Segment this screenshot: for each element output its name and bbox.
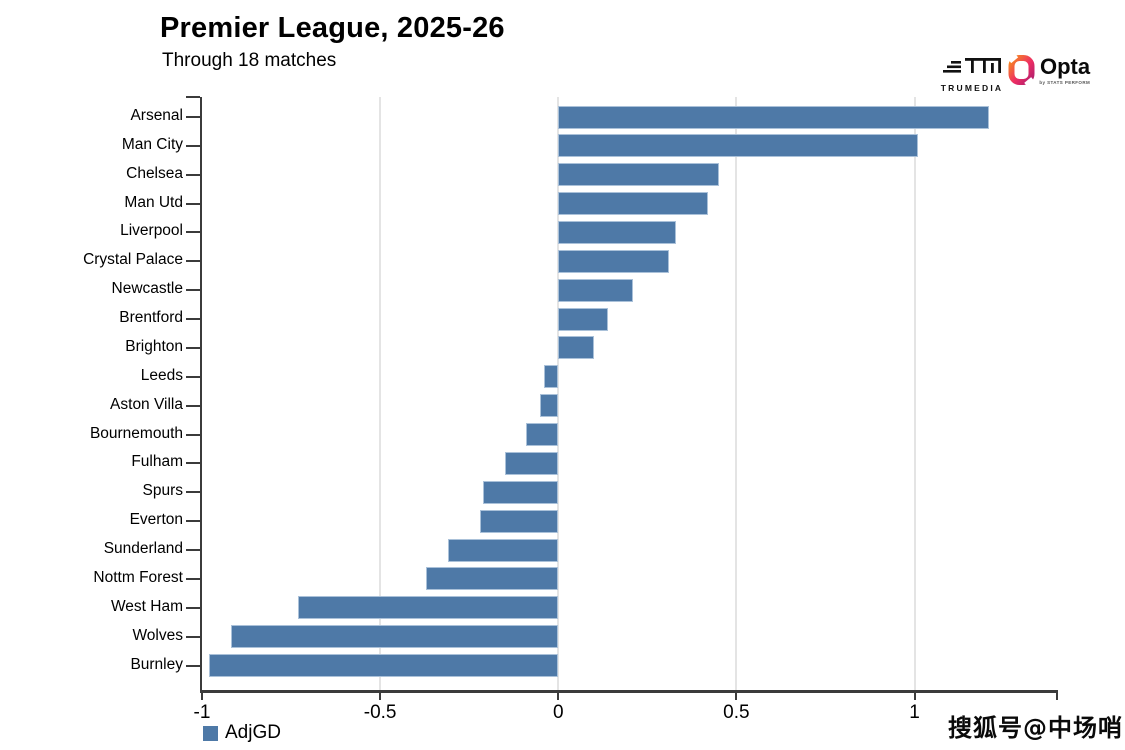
y-tick xyxy=(186,289,200,292)
y-axis-end-tick xyxy=(186,96,200,98)
y-tick xyxy=(186,346,200,349)
y-tick xyxy=(186,173,200,176)
y-axis-label: Liverpool xyxy=(120,222,183,240)
y-tick xyxy=(186,491,200,494)
bar xyxy=(230,625,559,649)
watermark: 搜狐号@中场哨 xyxy=(948,714,1123,742)
y-axis-label: Spurs xyxy=(142,482,184,500)
bar xyxy=(558,249,669,273)
y-axis-label: Arsenal xyxy=(130,107,183,124)
x-axis-tick-label: -0.5 xyxy=(363,702,397,723)
y-tick xyxy=(186,260,200,263)
y-tick xyxy=(186,433,200,436)
bar xyxy=(298,596,559,620)
y-tick xyxy=(186,202,200,205)
y-axis-label: Newcastle xyxy=(111,280,184,298)
opta-subtext: by STATS PERFORM xyxy=(1039,79,1091,85)
y-tick xyxy=(186,404,200,407)
y-axis-label: Nottm Forest xyxy=(93,568,183,586)
y-axis-label: Man City xyxy=(121,135,183,153)
y-axis-label: Aston Villa xyxy=(110,395,183,413)
y-axis-label: Everton xyxy=(129,511,183,529)
x-tick xyxy=(379,690,382,700)
y-tick xyxy=(186,318,200,321)
bar xyxy=(558,192,708,216)
y-tick xyxy=(186,462,200,465)
bar xyxy=(558,278,634,302)
gridline xyxy=(735,97,738,690)
x-tick xyxy=(735,690,738,700)
y-axis-label: West Ham xyxy=(110,597,183,615)
opta-wordmark: Opta xyxy=(1040,53,1091,79)
trumedia-logo: TRUMEDIA xyxy=(936,56,1008,93)
legend-label: AdjGD xyxy=(225,722,281,743)
y-axis-label: Brighton xyxy=(125,337,183,355)
opta-icon xyxy=(1008,54,1035,86)
bar xyxy=(558,105,990,129)
x-tick xyxy=(201,690,203,700)
x-axis-line xyxy=(200,690,1057,693)
bar xyxy=(558,336,594,360)
y-axis-label: Burnley xyxy=(130,655,183,673)
bar xyxy=(540,394,559,418)
y-axis-line xyxy=(200,97,202,690)
bar xyxy=(209,654,559,678)
y-axis-label: Fulham xyxy=(131,453,183,471)
x-axis-tick-label: 0.5 xyxy=(723,702,750,723)
bar xyxy=(483,480,559,504)
y-tick xyxy=(186,549,200,552)
bar xyxy=(558,307,609,331)
y-axis-label: Brentford xyxy=(119,309,183,327)
x-tick xyxy=(1056,690,1058,700)
trumedia-wordmark: TRUMEDIA xyxy=(940,83,1004,93)
y-tick xyxy=(186,375,200,378)
bar xyxy=(558,134,919,158)
legend: AdjGD xyxy=(203,722,281,744)
bar xyxy=(558,163,719,187)
y-tick xyxy=(186,116,200,118)
y-axis-label: Leeds xyxy=(140,366,183,384)
opta-logo: Opta by STATS PERFORM xyxy=(1008,54,1090,86)
chart-subtitle: Through 18 matches xyxy=(162,50,337,71)
y-tick xyxy=(186,144,200,147)
bar xyxy=(447,538,559,562)
y-axis-label: Sunderland xyxy=(103,540,183,558)
bar xyxy=(558,220,676,244)
y-tick xyxy=(186,606,200,609)
bar xyxy=(504,451,559,475)
y-axis-label: Wolves xyxy=(132,626,183,644)
y-tick xyxy=(186,520,200,523)
y-tick xyxy=(186,231,200,234)
y-tick xyxy=(186,577,200,580)
legend-swatch xyxy=(203,725,218,741)
x-axis-tick-label: 1 xyxy=(909,702,920,723)
bar xyxy=(544,365,559,389)
gridline xyxy=(379,97,382,690)
gridline xyxy=(557,97,560,690)
bar xyxy=(479,509,559,533)
y-tick xyxy=(186,635,200,638)
chart-title: Premier League, 2025-26 xyxy=(160,12,505,44)
x-tick xyxy=(557,690,560,700)
y-axis-label: Man Utd xyxy=(124,193,183,211)
bar xyxy=(426,567,559,591)
bar xyxy=(526,423,559,447)
trumedia-icon xyxy=(943,58,1001,73)
gridline xyxy=(913,97,916,690)
y-axis-label: Bournemouth xyxy=(89,424,183,442)
x-axis-tick-label: -1 xyxy=(193,702,211,723)
y-axis-label: Chelsea xyxy=(126,164,183,182)
y-tick xyxy=(186,664,200,667)
x-axis-tick-label: 0 xyxy=(552,702,564,723)
y-axis-label: Crystal Palace xyxy=(83,251,183,269)
x-tick xyxy=(913,690,916,700)
